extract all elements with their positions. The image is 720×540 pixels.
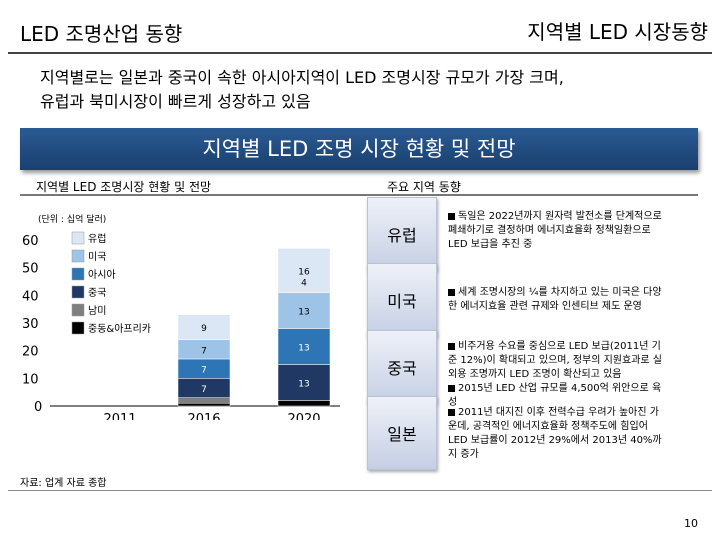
panel-divider — [20, 194, 698, 196]
unit-label: (단위 : 십억 달러) — [38, 213, 106, 225]
bar-value-label: 7 — [201, 346, 207, 356]
bar-value-label: 13 — [298, 308, 309, 318]
footer-divider — [8, 490, 712, 491]
region-label-japan: 일본 — [367, 396, 437, 470]
bar-value-label: 7 — [201, 366, 207, 376]
x-tick-label: 2016 — [187, 412, 220, 420]
bar-segment — [277, 248, 331, 293]
y-tick-label: 10 — [22, 372, 39, 387]
source-note: 자료: 업계 자료 종합 — [20, 478, 107, 489]
bar-segment — [277, 328, 331, 365]
bar-segment — [277, 292, 331, 329]
note-text: 독일은 2022년까지 원자력 발전소를 단계적으로 폐쇄하기로 결정하며 에너… — [448, 211, 662, 250]
y-tick-label: 30 — [22, 317, 39, 332]
summary-text: 지역별로는 일본과 중국이 속한 아시아지역이 LED 조명시장 규모가 가장 … — [40, 66, 700, 114]
legend-label: 남미 — [88, 305, 106, 317]
stacked-bar-chart: (단위 : 십억 달러)0102030405060201112777920162… — [22, 213, 340, 420]
region-note-japan: 2011년 대지진 이후 전력수급 우려가 높아진 가운데, 공격적인 에너지효… — [448, 406, 663, 462]
legend-label: 중국 — [88, 287, 106, 299]
bullet-icon — [448, 408, 455, 416]
region-name: 일본 — [387, 425, 417, 444]
x-tick-label: 2020 — [287, 412, 320, 420]
y-tick-label: 20 — [22, 345, 39, 360]
legend-swatch — [71, 285, 85, 299]
bar-value-label: 9 — [201, 324, 207, 334]
note-text: 2011년 대지진 이후 전력수급 우려가 높아진 가운데, 공격적인 에너지효… — [448, 407, 662, 460]
y-tick-label: 40 — [22, 289, 39, 304]
bar-segment — [277, 364, 331, 401]
region-label-europe: 유럽 — [367, 197, 437, 271]
bullet-icon — [448, 342, 455, 350]
bar-value-label: 4 — [301, 279, 307, 289]
regions-heading: 주요 지역 동향 — [387, 180, 461, 194]
chart-heading: 지역별 LED 조명시장 현황 및 전망 — [36, 180, 212, 194]
summary-line-2: 유럽과 북미시장이 빠르게 성장하고 있음 — [40, 92, 311, 111]
legend-swatch — [71, 231, 85, 245]
page-number: 10 — [684, 517, 698, 530]
note-text: 세계 조명시장의 ¼를 차지하고 있는 미국은 다양한 에너지효율 관련 규제와… — [448, 287, 662, 312]
region-name: 미국 — [387, 292, 417, 311]
bullet-icon — [448, 384, 455, 392]
legend-label: 미국 — [88, 251, 106, 263]
legend-label: 아시아 — [88, 269, 116, 281]
section-title: 지역별 LED 시장동향 — [527, 20, 708, 44]
legend-swatch — [71, 303, 85, 317]
bar-segment — [177, 314, 231, 340]
legend-swatch — [71, 321, 85, 335]
page-title: LED 조명산업 동향 — [20, 22, 183, 46]
legend-swatch — [71, 249, 85, 263]
bar-value-label: 13 — [298, 344, 309, 354]
region-note-china: 비주거용 수요를 중심으로 LED 보급(2011년 기준 12%)이 확대되고… — [448, 340, 663, 382]
banner-title: 지역별 LED 조명 시장 현황 및 전망 — [20, 128, 698, 170]
y-tick-label: 60 — [22, 234, 39, 249]
bullet-icon — [448, 212, 455, 220]
region-label-china: 중국 — [367, 330, 437, 404]
region-name: 중국 — [387, 359, 417, 378]
x-tick-label: 2011 — [103, 412, 136, 420]
legend-label: 유럽 — [88, 233, 106, 245]
region-label-usa: 미국 — [367, 263, 437, 337]
region-note-china-2: 2015년 LED 산업 규모를 4,500억 위안으로 육성 — [448, 382, 663, 410]
legend-swatch — [71, 267, 85, 281]
legend-label: 중동&아프리카 — [88, 323, 151, 335]
region-note-europe: 독일은 2022년까지 원자력 발전소를 단계적으로 폐쇄하기로 결정하며 에너… — [448, 210, 663, 252]
region-note-usa: 세계 조명시장의 ¼를 차지하고 있는 미국은 다양한 에너지효율 관련 규제와… — [448, 286, 663, 314]
bar-value-label: 16 — [298, 267, 310, 277]
summary-line-1: 지역별로는 일본과 중국이 속한 아시아지역이 LED 조명시장 규모가 가장 … — [40, 68, 564, 87]
y-tick-label: 50 — [22, 262, 39, 277]
bar-value-label: 13 — [298, 379, 309, 389]
bar-value-label: 7 — [201, 385, 207, 395]
region-name: 유럽 — [387, 226, 417, 245]
header-divider — [8, 52, 712, 54]
note-text: 2015년 LED 산업 규모를 4,500억 위안으로 육성 — [448, 383, 662, 408]
note-text: 비주거용 수요를 중심으로 LED 보급(2011년 기준 12%)이 확대되고… — [448, 341, 662, 380]
bullet-icon — [448, 288, 455, 296]
y-tick-label: 0 — [34, 400, 42, 415]
